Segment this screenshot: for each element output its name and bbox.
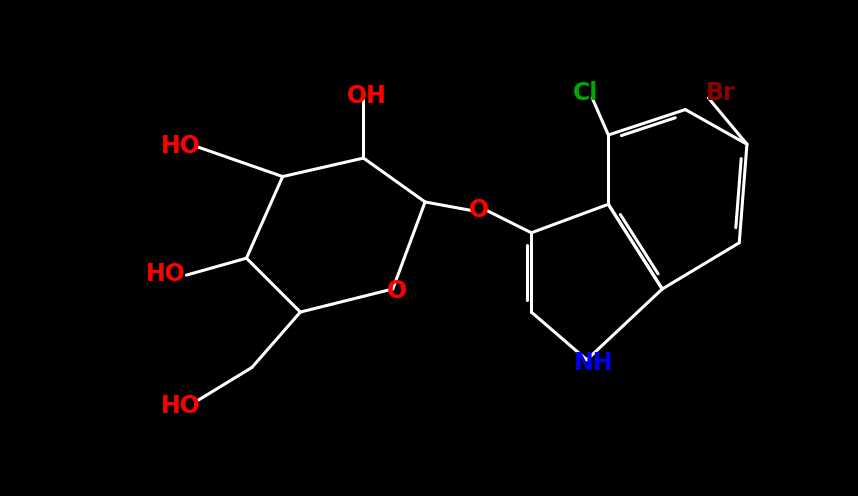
Text: NH: NH [574, 351, 613, 375]
Text: OH: OH [347, 84, 386, 109]
Text: O: O [469, 198, 489, 222]
Text: Br: Br [706, 81, 735, 106]
Text: Cl: Cl [572, 81, 598, 106]
Text: HO: HO [146, 261, 185, 286]
Text: O: O [387, 279, 407, 303]
Text: HO: HO [161, 134, 201, 158]
Text: HO: HO [161, 394, 201, 418]
